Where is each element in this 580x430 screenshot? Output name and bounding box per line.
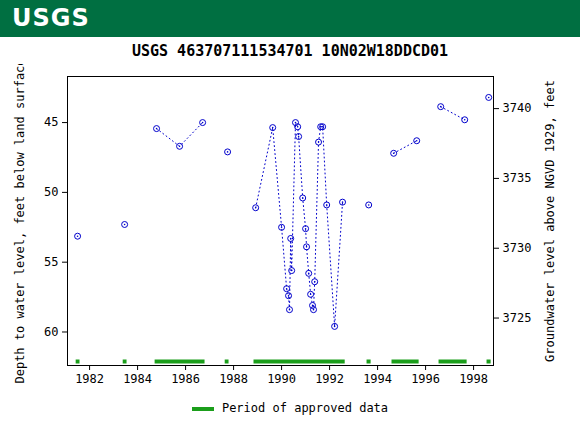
svg-text:1986: 1986 xyxy=(171,372,200,386)
svg-text:3725: 3725 xyxy=(503,311,532,325)
svg-text:3730: 3730 xyxy=(503,241,532,255)
html-text:USGS 463707111534701 10N02W18D: USGS 463707111534701 10N02W18DDCD01 xyxy=(132,42,448,60)
svg-text:45: 45 xyxy=(44,115,58,129)
svg-text:55: 55 xyxy=(44,255,58,269)
svg-text:60: 60 xyxy=(44,325,58,339)
svg-text:Depth to water level, feet bel: Depth to water level, feet below land su… xyxy=(13,64,27,384)
svg-text:1984: 1984 xyxy=(123,372,152,386)
svg-text:1988: 1988 xyxy=(219,372,248,386)
svg-text:1998: 1998 xyxy=(459,372,488,386)
html-text:Period of approved data: Period of approved data xyxy=(221,401,389,415)
svg-text:Groundwater level above NGVD 1: Groundwater level above NGVD 1929, feet xyxy=(543,80,557,362)
svg-text:50: 50 xyxy=(44,185,58,199)
svg-text:1990: 1990 xyxy=(267,372,296,386)
svg-text:1996: 1996 xyxy=(411,372,440,386)
svg-text:1992: 1992 xyxy=(315,372,344,386)
svg-text:1982: 1982 xyxy=(75,372,104,386)
svg-text:3735: 3735 xyxy=(503,171,532,185)
html-text:USGS: USGS xyxy=(12,4,90,32)
svg-text:1994: 1994 xyxy=(363,372,392,386)
svg-text:3740: 3740 xyxy=(503,101,532,115)
